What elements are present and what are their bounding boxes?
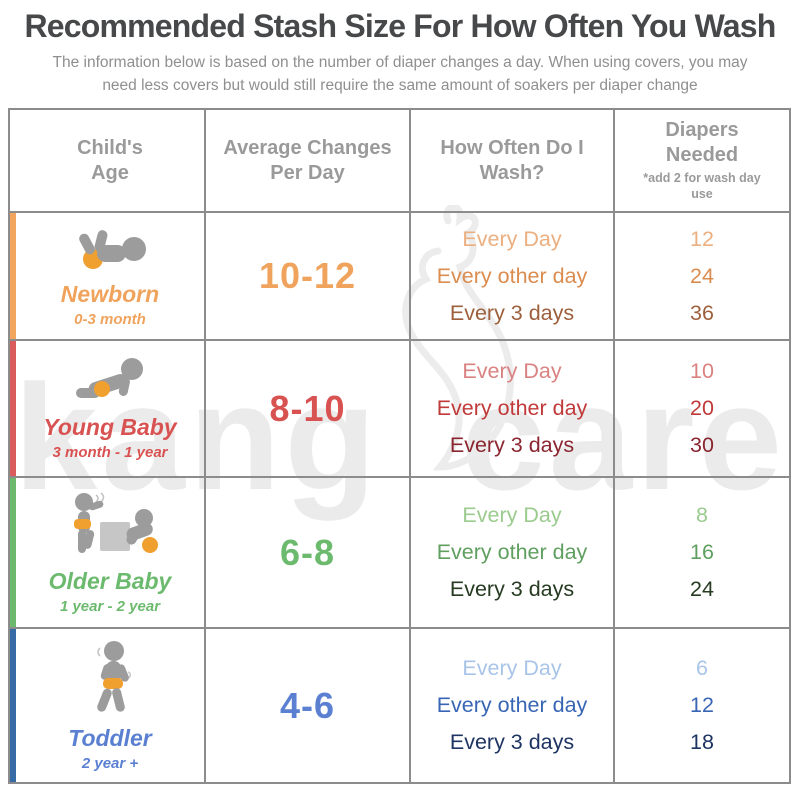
age-group-name: Older Baby xyxy=(48,567,172,594)
wash-frequency-option: Every Day xyxy=(462,359,562,383)
wash-frequency-cell-toddler: Every Day Every other day Every 3 days xyxy=(411,629,615,782)
table-row-older-baby: Older Baby 1 year - 2 year 6-8 Every Day… xyxy=(10,476,789,627)
age-range: 2 year + xyxy=(81,754,139,772)
walking-toddler-icon xyxy=(97,640,132,712)
page-title: Recommended Stash Size For How Often You… xyxy=(24,8,776,44)
watermark-text-left: kang xyxy=(14,353,381,521)
wash-frequency-option: Every other day xyxy=(436,396,588,420)
table-row-toddler: Toddler 2 year + 4-6 Every Day Every oth… xyxy=(10,627,789,782)
wash-frequency-option: Every Day xyxy=(462,226,562,251)
row-accent-strip xyxy=(10,213,16,339)
row-accent-strip xyxy=(10,341,16,476)
column-header-childs-age: Child's Age xyxy=(16,110,206,211)
stash-size-table: Child's Age Average Changes Per Day How … xyxy=(8,108,791,784)
diapers-needed-cell-toddler: 6 12 18 xyxy=(615,629,789,782)
changes-per-day: 4-6 xyxy=(279,684,336,726)
age-cell-newborn: Newborn 0-3 month xyxy=(16,213,206,339)
diapers-needed-count: 16 xyxy=(690,540,714,564)
age-range: 1 year - 2 year xyxy=(59,597,161,615)
wash-frequency-option: Every other day xyxy=(436,693,588,717)
table-row-young-baby: Young Baby 3 month - 1 year 8-10 Every D… xyxy=(10,339,789,476)
newborn-lying-baby-icon xyxy=(79,230,146,269)
changes-per-day: 10-12 xyxy=(258,255,357,296)
diapers-needed-count: 8 xyxy=(696,503,708,527)
diapers-needed-count: 30 xyxy=(690,433,714,457)
diapers-needed-count: 6 xyxy=(696,656,708,680)
table-row-newborn: Newborn 0-3 month 10-12 Every Day Every … xyxy=(10,211,789,339)
column-header-average-changes: Average Changes Per Day xyxy=(206,110,411,211)
age-group-name: Toddler xyxy=(68,724,152,751)
age-group-name: Newborn xyxy=(60,281,160,307)
diapers-needed-cell-newborn: 12 24 36 xyxy=(615,213,789,339)
diapers-needed-count: 24 xyxy=(690,577,714,601)
diapers-needed-note: *add 2 for wash day use xyxy=(643,171,761,201)
age-cell-toddler: Toddler 2 year + xyxy=(16,629,206,782)
wash-frequency-option: Every other day xyxy=(436,263,588,288)
wash-frequency-option: Every 3 days xyxy=(449,433,575,457)
diapers-needed-cell-older-baby: 8 16 24 xyxy=(615,478,789,627)
column-header-diapers-needed: Diapers Needed *add 2 for wash day use xyxy=(643,119,761,201)
changes-cell-newborn: 10-12 xyxy=(206,213,411,339)
crawling-baby-icon xyxy=(76,357,143,398)
diapers-needed-count: 18 xyxy=(690,730,714,754)
changes-cell-young-baby: 8-10 xyxy=(206,341,411,476)
age-range: 3 month - 1 year xyxy=(52,443,168,461)
diapers-needed-count: 12 xyxy=(690,226,714,251)
playing-toddlers-icon xyxy=(74,491,158,553)
wash-frequency-option: Every 3 days xyxy=(449,577,575,601)
diapers-needed-count: 10 xyxy=(690,359,714,383)
wash-frequency-option: Every Day xyxy=(462,503,562,527)
row-accent-strip xyxy=(10,478,16,627)
wash-frequency-option: Every 3 days xyxy=(449,730,575,754)
kangaroo-outline-icon xyxy=(402,205,514,471)
wash-frequency-cell-young-baby: Every Day Every other day Every 3 days xyxy=(411,341,615,476)
page-subtitle: The information below is based on the nu… xyxy=(0,51,800,98)
watermark-text-right: care xyxy=(461,353,786,521)
column-header-how-often-wash: How Often Do I Wash? xyxy=(411,110,615,211)
diapers-needed-cell-young-baby: 10 20 30 xyxy=(615,341,789,476)
table-header-row: Child's Age Average Changes Per Day How … xyxy=(10,110,789,211)
wash-frequency-option: Every other day xyxy=(436,540,588,564)
age-cell-young-baby: Young Baby 3 month - 1 year xyxy=(16,341,206,476)
wash-frequency-cell-older-baby: Every Day Every other day Every 3 days xyxy=(411,478,615,627)
wash-frequency-cell-newborn: Every Day Every other day Every 3 days xyxy=(411,213,615,339)
page-subtitle-line2: need less covers but would still require… xyxy=(102,77,698,95)
kangacare-watermark: kang care xyxy=(14,362,786,512)
diapers-needed-count: 12 xyxy=(690,693,714,717)
changes-per-day: 6-8 xyxy=(279,531,336,573)
diapers-needed-count: 36 xyxy=(690,300,714,325)
changes-cell-older-baby: 6-8 xyxy=(206,478,411,627)
page-subtitle-line1: The information below is based on the nu… xyxy=(52,54,748,71)
wash-frequency-option: Every 3 days xyxy=(449,300,575,325)
diapers-needed-count: 24 xyxy=(690,263,714,288)
diapers-needed-count: 20 xyxy=(690,396,714,420)
changes-cell-toddler: 4-6 xyxy=(206,629,411,782)
wash-frequency-option: Every Day xyxy=(462,656,562,680)
age-cell-older-baby: Older Baby 1 year - 2 year xyxy=(16,478,206,627)
age-range: 0-3 month xyxy=(74,311,146,328)
age-group-name: Young Baby xyxy=(43,413,177,440)
row-accent-strip xyxy=(10,629,16,782)
changes-per-day: 8-10 xyxy=(269,387,346,429)
